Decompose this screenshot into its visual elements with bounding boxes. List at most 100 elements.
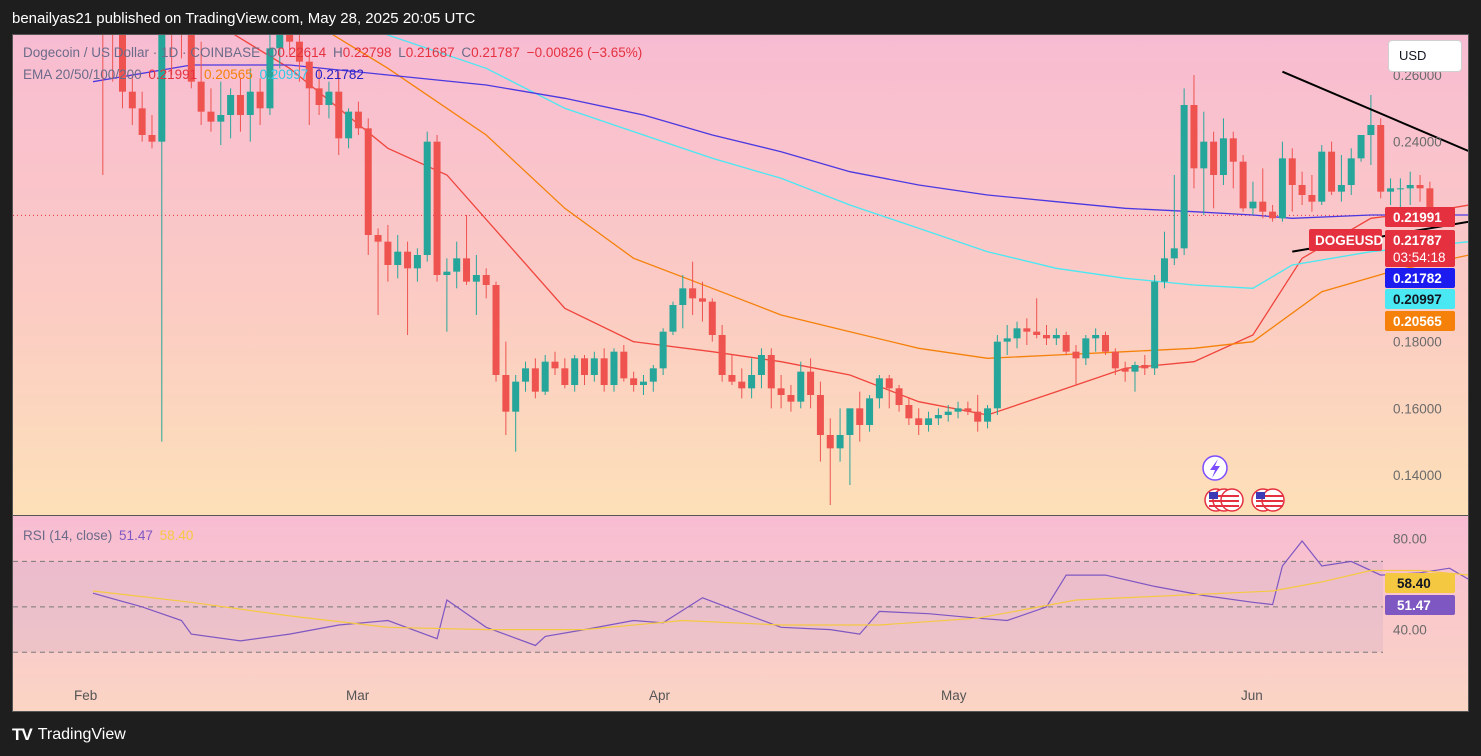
candle[interactable] [109,35,116,82]
candle[interactable] [1052,328,1060,345]
candle[interactable] [453,241,461,289]
candle[interactable] [993,335,1001,415]
candle[interactable] [1043,325,1051,345]
candle[interactable] [728,355,736,385]
candle[interactable] [905,398,913,425]
candle[interactable] [384,225,392,282]
candle[interactable] [895,385,903,412]
us-flag-event-icon-2[interactable] [1251,488,1285,512]
candle[interactable] [354,101,362,135]
symbol-tag[interactable]: DOGEUSD [1309,229,1384,251]
candle[interactable] [689,261,697,315]
candle[interactable] [286,35,294,55]
candle[interactable] [866,395,874,432]
footer-brand[interactable]: TradingView [37,726,126,743]
candle[interactable] [394,235,402,279]
candle[interactable] [639,375,647,395]
candle[interactable] [236,78,244,132]
candle[interactable] [158,35,166,442]
candle[interactable] [1200,111,1208,215]
candle[interactable] [1141,355,1149,375]
candle[interactable] [1328,141,1336,195]
candle[interactable] [492,281,500,382]
candle[interactable] [168,35,175,75]
candle[interactable] [630,371,638,392]
candle[interactable] [708,298,716,342]
candle[interactable] [246,68,254,142]
candle[interactable] [1278,141,1286,222]
candle[interactable] [99,35,106,175]
candle[interactable] [1347,148,1355,195]
candle[interactable] [531,358,539,399]
candle[interactable] [1229,131,1237,189]
tradingview-logo-icon[interactable]: TV [12,725,33,744]
candle[interactable] [1318,145,1326,205]
candle[interactable] [581,355,588,385]
candle[interactable] [974,395,982,432]
candle[interactable] [413,248,421,282]
candle[interactable] [335,71,343,155]
candle[interactable] [1013,321,1021,349]
candle[interactable] [1151,275,1159,375]
candle[interactable] [295,35,303,82]
candle[interactable] [315,68,323,115]
candle[interactable] [836,408,844,462]
currency-button[interactable]: USD [1388,40,1462,72]
candle[interactable] [433,135,441,282]
candle[interactable] [807,358,815,409]
candle[interactable] [1387,178,1395,205]
candle[interactable] [1023,318,1031,345]
candle[interactable] [512,375,520,452]
rsi-label[interactable]: RSI (14, close) [23,528,113,543]
candle[interactable] [1003,325,1011,355]
candle[interactable] [541,355,549,395]
candle[interactable] [659,328,667,375]
candle[interactable] [915,408,923,435]
candle[interactable] [875,375,883,409]
candle[interactable] [266,35,274,115]
candle[interactable] [777,375,785,409]
candle[interactable] [1239,155,1247,212]
candle[interactable] [443,258,451,332]
candle[interactable] [679,275,687,329]
candle[interactable] [1033,298,1041,339]
candle[interactable] [1180,88,1188,255]
candle[interactable] [1101,331,1109,355]
candle[interactable] [600,348,608,392]
symbol-title[interactable]: Dogecoin / US Dollar · 1D · COINBASE [23,45,261,60]
candle[interactable] [1288,148,1296,212]
candle[interactable] [571,355,579,392]
candle[interactable] [217,81,225,145]
candle[interactable] [738,368,746,399]
candle[interactable] [620,345,628,382]
candle[interactable] [423,131,431,262]
candle[interactable] [472,255,480,315]
candle[interactable] [178,35,185,59]
candle[interactable] [187,35,195,89]
candle[interactable] [305,55,313,125]
candle[interactable] [698,281,706,322]
candle[interactable] [1416,175,1424,202]
candle[interactable] [404,241,412,335]
candle[interactable] [1337,155,1345,202]
candle[interactable] [1062,331,1070,355]
candle[interactable] [590,351,598,382]
candle[interactable] [1396,178,1404,209]
candle[interactable] [1269,205,1277,222]
candle[interactable] [197,41,205,125]
candle[interactable] [148,115,156,149]
candle[interactable] [925,411,933,432]
candle[interactable] [669,301,677,335]
candle[interactable] [934,408,942,425]
candle[interactable] [1111,348,1119,375]
candle[interactable] [256,78,264,125]
candle[interactable] [482,268,490,299]
candle[interactable] [1259,168,1267,219]
candle[interactable] [826,418,834,505]
candle[interactable] [345,108,353,149]
candle[interactable] [856,391,864,442]
candle[interactable] [118,35,126,109]
candle[interactable] [364,118,372,255]
trendline-1[interactable] [1282,70,1469,202]
ema-label[interactable]: EMA 20/50/100/200 [23,67,142,82]
